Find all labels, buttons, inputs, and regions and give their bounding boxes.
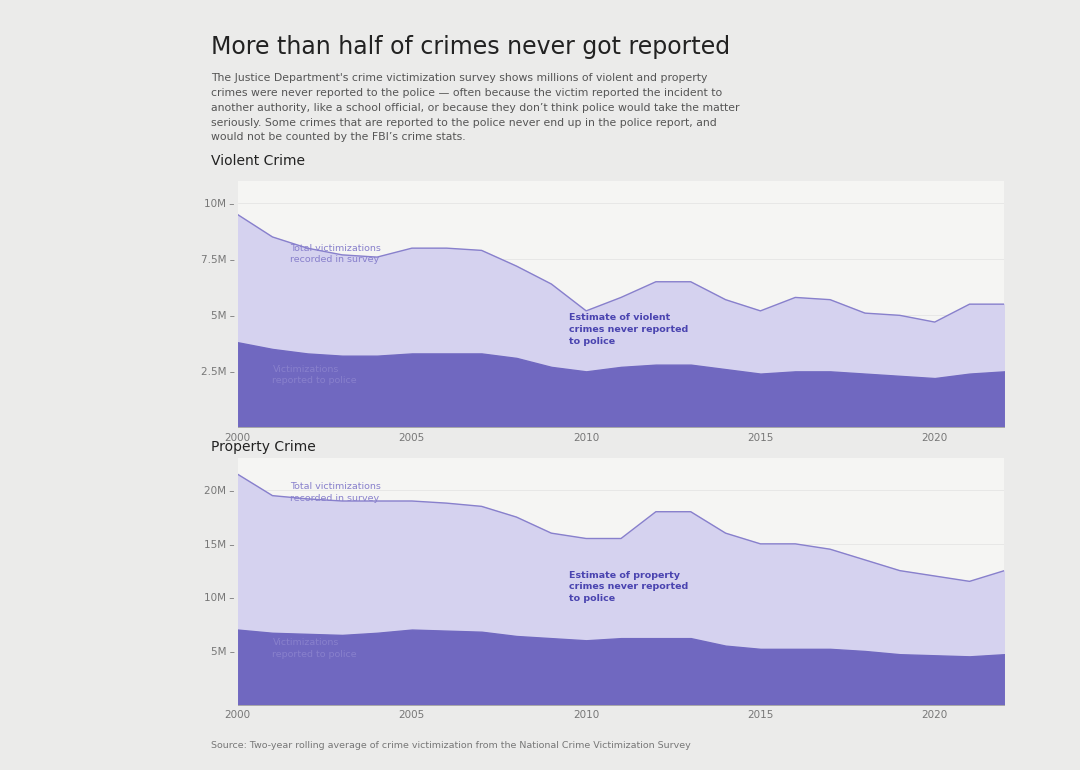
Text: Estimate of property
crimes never reported
to police: Estimate of property crimes never report… (569, 571, 688, 603)
Text: Victimizations
reported to police: Victimizations reported to police (272, 365, 357, 386)
Text: Violent Crime: Violent Crime (211, 154, 305, 168)
Text: Total victimizations
recorded in survey: Total victimizations recorded in survey (289, 482, 381, 503)
Text: The Justice Department's crime victimization survey shows millions of violent an: The Justice Department's crime victimiza… (211, 73, 739, 142)
Text: Property Crime: Property Crime (211, 440, 315, 454)
Text: Total victimizations
recorded in survey: Total victimizations recorded in survey (289, 243, 381, 264)
Text: Victimizations
reported to police: Victimizations reported to police (272, 638, 357, 659)
Text: Estimate of violent
crimes never reported
to police: Estimate of violent crimes never reporte… (569, 313, 688, 346)
Text: Source: Two-year rolling average of crime victimization from the National Crime : Source: Two-year rolling average of crim… (211, 741, 690, 750)
Text: More than half of crimes never got reported: More than half of crimes never got repor… (211, 35, 730, 59)
